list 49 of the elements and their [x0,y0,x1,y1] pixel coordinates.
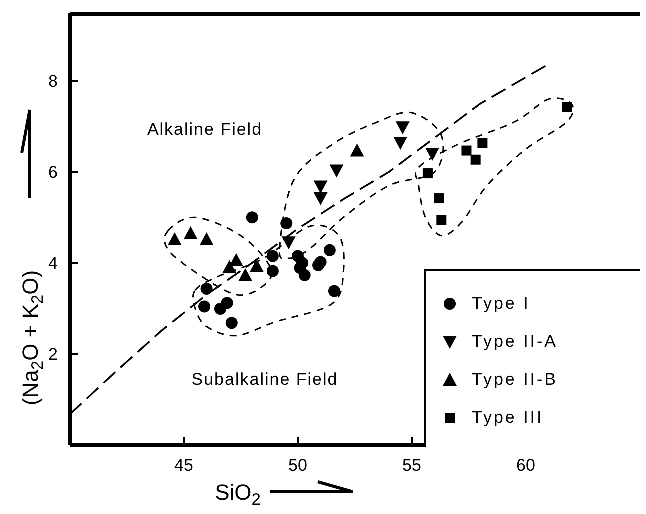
y-tick-label: 8 [48,72,58,92]
point [426,148,440,161]
point [330,164,344,178]
point [312,259,325,272]
point [266,250,279,262]
legend-label: Type II-A [472,332,558,352]
point [436,215,447,226]
legend-label: Type II-B [472,370,558,390]
x-tick-label: 55 [402,456,422,476]
point [396,122,410,135]
legend-label: Type III [472,408,544,428]
point [562,102,572,112]
point [238,268,253,282]
point [434,194,444,204]
point [266,265,279,278]
y-tick-label: 2 [48,345,58,364]
point [282,236,296,250]
point [246,212,258,224]
point [198,300,211,313]
x-tick-label: 45 [174,456,194,476]
point [328,285,340,298]
annotation: Alkaline Field [147,120,263,139]
point [462,146,472,156]
point [314,180,328,194]
point [168,232,182,246]
point [394,137,408,150]
point [221,297,234,310]
point [324,244,336,256]
point [314,192,328,206]
y-tick-label: 4 [48,254,58,274]
point [298,269,311,282]
point [422,168,433,179]
legend-label: Type I [472,294,530,314]
x-axis-title: SiO$_{2}$ [215,480,261,510]
point [200,232,214,246]
point [229,253,244,266]
point [478,138,488,148]
point [296,257,309,270]
point [350,144,364,157]
point [280,218,293,230]
point [470,154,481,165]
point [184,226,198,240]
annotation: Subalkaline Field [192,370,338,389]
x-tick-label: 50 [288,456,308,476]
y-tick-label: 6 [48,163,58,182]
x-tick-label: 60 [516,456,536,476]
point [226,317,238,330]
point [250,259,264,272]
point [200,283,213,296]
